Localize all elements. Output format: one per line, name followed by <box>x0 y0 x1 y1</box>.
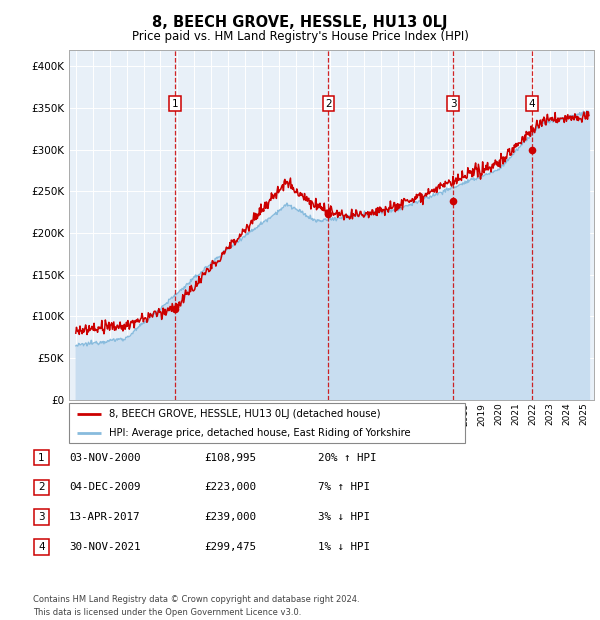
Text: 30-NOV-2021: 30-NOV-2021 <box>69 542 140 552</box>
Text: 7% ↑ HPI: 7% ↑ HPI <box>318 482 370 492</box>
Text: Contains HM Land Registry data © Crown copyright and database right 2024.
This d: Contains HM Land Registry data © Crown c… <box>33 595 359 617</box>
Text: 20% ↑ HPI: 20% ↑ HPI <box>318 453 377 463</box>
Text: 4: 4 <box>38 542 45 552</box>
Text: £223,000: £223,000 <box>204 482 256 492</box>
Text: 03-NOV-2000: 03-NOV-2000 <box>69 453 140 463</box>
Text: £299,475: £299,475 <box>204 542 256 552</box>
Text: 3: 3 <box>450 99 457 109</box>
Text: Price paid vs. HM Land Registry's House Price Index (HPI): Price paid vs. HM Land Registry's House … <box>131 30 469 43</box>
Text: £239,000: £239,000 <box>204 512 256 522</box>
Text: 3% ↓ HPI: 3% ↓ HPI <box>318 512 370 522</box>
Text: 04-DEC-2009: 04-DEC-2009 <box>69 482 140 492</box>
Text: 3: 3 <box>38 512 45 522</box>
Text: 1: 1 <box>172 99 178 109</box>
Text: 8, BEECH GROVE, HESSLE, HU13 0LJ (detached house): 8, BEECH GROVE, HESSLE, HU13 0LJ (detach… <box>109 409 380 419</box>
Text: £108,995: £108,995 <box>204 453 256 463</box>
Text: 2: 2 <box>38 482 45 492</box>
Text: 1: 1 <box>38 453 45 463</box>
Text: 2: 2 <box>325 99 332 109</box>
Text: 13-APR-2017: 13-APR-2017 <box>69 512 140 522</box>
Text: 4: 4 <box>529 99 535 109</box>
Text: 1% ↓ HPI: 1% ↓ HPI <box>318 542 370 552</box>
Text: 8, BEECH GROVE, HESSLE, HU13 0LJ: 8, BEECH GROVE, HESSLE, HU13 0LJ <box>152 16 448 30</box>
Text: HPI: Average price, detached house, East Riding of Yorkshire: HPI: Average price, detached house, East… <box>109 428 410 438</box>
